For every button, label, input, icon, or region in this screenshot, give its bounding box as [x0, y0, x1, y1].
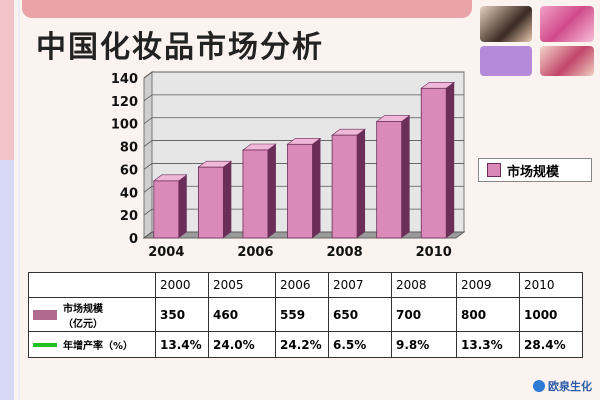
table-cell: 800	[456, 297, 520, 332]
y-gridline	[143, 117, 464, 125]
row-label: 年增产率（%）	[63, 341, 134, 352]
brand-name: 欧泉生化	[548, 380, 592, 393]
table-cell: 460	[208, 297, 276, 332]
market-size-bar-chart: 0 20 40 60 80 100 120 140 2004 2006 2008 2010	[111, 71, 466, 260]
bar-side	[312, 138, 321, 238]
bar	[242, 149, 269, 239]
table-row: 市场规模 （亿元） 350 460 559 650 700 800 1000	[28, 297, 583, 332]
table-cell: 350	[155, 297, 209, 332]
header-year-cell: 2009	[456, 272, 520, 298]
left-decor-line	[18, 0, 20, 400]
y-tick-label: 0	[129, 232, 138, 247]
market-data-table: 2000 2005 2006 2007 2008 2009 2010 市场规模 …	[28, 272, 583, 358]
y-tick-label: 120	[111, 95, 138, 110]
bar-side	[178, 174, 187, 238]
table-cell: 24.0%	[208, 331, 276, 358]
legend-label: 市场规模	[507, 164, 560, 180]
table-cell: 28.4%	[519, 331, 583, 358]
chart-legend: 市场规模	[478, 158, 592, 182]
y-gridline	[143, 94, 464, 102]
header-year-cell: 2008	[391, 272, 457, 298]
row-label: 市场规模	[63, 303, 103, 315]
header-year-cell: 2000	[155, 272, 209, 298]
header-year-cell: 2010	[519, 272, 583, 298]
row-label-cell: 年增产率（%）	[28, 331, 156, 358]
table-cell: 1000	[519, 297, 583, 332]
header-corner-cell	[28, 272, 156, 298]
bar-side	[401, 115, 410, 238]
table-cell: 700	[391, 297, 457, 332]
bar	[420, 87, 447, 239]
table-cell: 559	[275, 297, 329, 332]
y-tick-label: 80	[120, 141, 138, 156]
brand-watermark: 欧泉生化	[533, 378, 592, 394]
bar	[331, 134, 358, 239]
header-year-cell: 2006	[275, 272, 329, 298]
lipstick-photo-tile	[540, 6, 594, 42]
table-cell: 9.8%	[391, 331, 457, 358]
bar	[376, 121, 403, 239]
top-decor-band	[22, 0, 472, 18]
bar-side	[357, 129, 366, 238]
y-tick-label: 100	[111, 118, 138, 133]
y-tick-label: 60	[120, 163, 138, 178]
eye-photo-tile	[480, 6, 532, 42]
x-tick-label: 2006	[237, 245, 273, 260]
row-color-swatch	[33, 342, 57, 347]
purple-color-tile	[480, 46, 532, 76]
bar	[287, 143, 313, 239]
bar	[197, 166, 224, 239]
header-year-cell: 2005	[208, 272, 276, 298]
bar-side	[223, 161, 232, 238]
header-year-cell: 2007	[328, 272, 392, 298]
chart-side-wall	[143, 71, 153, 239]
table-row: 年增产率（%） 13.4% 24.0% 24.2% 6.5% 9.8% 13.3…	[28, 331, 583, 358]
table-cell: 650	[328, 297, 392, 332]
y-tick-label: 140	[111, 72, 138, 87]
bar-side	[267, 144, 276, 238]
lips-photo-tile	[540, 46, 594, 76]
table-cell: 6.5%	[328, 331, 392, 358]
row-sublabel: （亿元）	[63, 318, 103, 330]
y-gridline	[143, 71, 464, 79]
table-cell: 13.3%	[456, 331, 520, 358]
bar-side	[446, 82, 455, 239]
left-decor-band	[0, 0, 14, 400]
table-header-row: 2000 2005 2006 2007 2008 2009 2010	[28, 272, 583, 298]
table-cell: 13.4%	[155, 331, 209, 358]
row-label-cell: 市场规模 （亿元）	[28, 297, 156, 332]
x-tick-label: 2010	[416, 245, 452, 260]
bar	[153, 180, 180, 239]
brand-logo-icon	[533, 380, 545, 392]
row-color-swatch	[33, 309, 57, 320]
y-tick-label: 20	[120, 209, 138, 224]
x-tick-label: 2008	[326, 245, 362, 260]
table-cell: 24.2%	[275, 331, 329, 358]
legend-swatch	[487, 163, 501, 177]
x-tick-label: 2004	[148, 245, 184, 260]
y-tick-label: 40	[120, 186, 138, 201]
page-title: 中国化妆品市场分析	[36, 30, 324, 65]
